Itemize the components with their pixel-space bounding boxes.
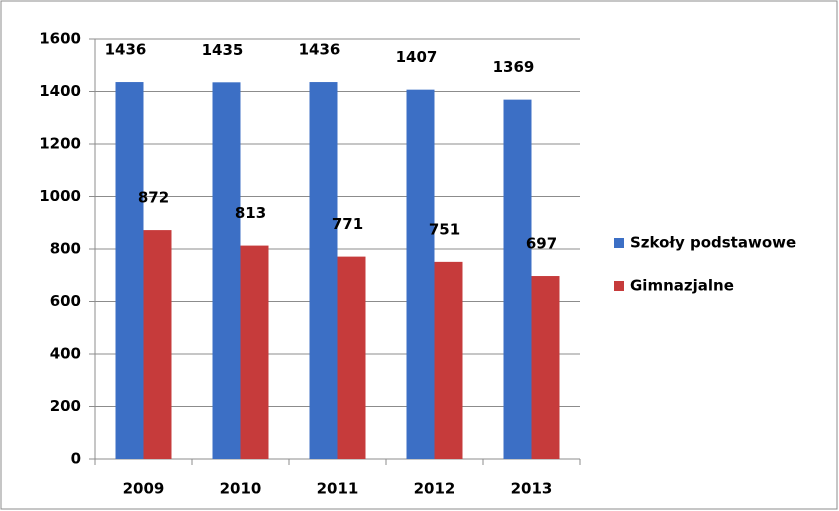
data-label: 1407 [396,48,438,66]
legend-swatch [614,238,624,248]
bar [434,261,463,459]
data-label: 771 [332,215,363,233]
x-tick-label: 2013 [511,480,553,498]
data-label: 872 [138,189,169,207]
bar [337,256,366,459]
y-tick-label: 200 [50,397,81,415]
data-label: 697 [526,235,557,253]
data-label: 1436 [105,41,147,59]
data-label: 1369 [493,58,535,76]
bar [240,245,269,459]
legend-label: Szkoły podstawowe [630,234,796,252]
legend-swatch [614,281,624,291]
bar [503,99,532,459]
x-tick-label: 2009 [123,480,165,498]
y-tick-label: 0 [71,450,81,468]
bar [406,89,435,459]
y-tick-label: 1000 [39,187,81,205]
y-tick-label: 400 [50,345,81,363]
y-tick-label: 1400 [39,82,81,100]
data-label: 813 [235,204,266,222]
legend-label: Gimnazjalne [630,277,734,295]
y-tick-label: 1200 [39,135,81,153]
bar [115,82,144,460]
data-label: 1436 [299,41,341,59]
x-tick-label: 2010 [220,480,262,498]
bar [212,82,241,459]
data-label: 751 [429,220,460,238]
y-tick-label: 1600 [39,30,81,48]
bar [531,276,560,459]
y-tick-label: 800 [50,240,81,258]
data-label: 1435 [202,41,244,59]
x-tick-label: 2012 [414,480,456,498]
y-tick-label: 600 [50,292,81,310]
bar [143,230,172,459]
bar [309,82,338,460]
x-tick-label: 2011 [317,480,359,498]
